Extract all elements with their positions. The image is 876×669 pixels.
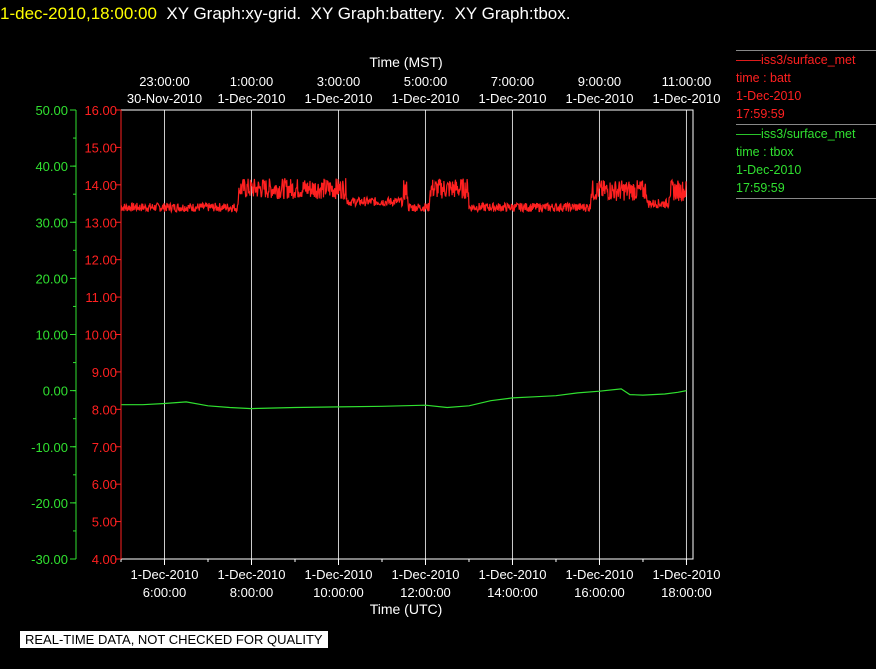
bottom-tick-date: 1-Dec-2010 [479,567,547,582]
bottom-tick-date: 1-Dec-2010 [392,567,460,582]
bottom-tick-time: 18:00:00 [661,585,712,600]
header-timestamp: 1-dec-2010,18:00:00 [0,4,157,23]
top-tick-date: 1-Dec-2010 [218,91,286,106]
series-line-tbox [121,388,687,410]
top-axis-label: Time (MST) [369,54,442,70]
legend: ——iss3/surface_met time : batt 1-Dec-201… [736,50,876,199]
right-axis-tick-label: 10.00 [84,328,117,343]
right-axis-tick-label: 8.00 [92,402,117,417]
legend-date: 1-Dec-2010 [736,163,802,177]
bottom-axis-label: Time (UTC) [370,601,443,617]
left-axis-tick-label: 40.00 [35,159,68,174]
left-axis-tick-label: 10.00 [35,328,68,343]
top-tick-time: 5:00:00 [404,74,447,89]
top-tick-time: 9:00:00 [578,74,621,89]
top-tick-date: 1-Dec-2010 [392,91,460,106]
header-title-battery: XY Graph:battery. [310,4,446,23]
top-tick-date: 1-Dec-2010 [305,91,373,106]
bottom-tick-time: 14:00:00 [487,585,538,600]
left-axis-tick-label: -20.00 [31,496,68,511]
bottom-tick-time: 8:00:00 [230,585,273,600]
bottom-tick-date: 1-Dec-2010 [218,567,286,582]
bottom-tick-time: 6:00:00 [143,585,186,600]
legend-time: 17:59:59 [736,107,785,121]
bottom-tick-date: 1-Dec-2010 [131,567,199,582]
legend-entry-batt: ——iss3/surface_met time : batt 1-Dec-201… [736,50,876,125]
quality-warning: REAL-TIME DATA, NOT CHECKED FOR QUALITY [20,631,328,648]
right-axis-tick-label: 11.00 [85,290,117,305]
top-tick-time: 23:00:00 [139,74,190,89]
legend-date: 1-Dec-2010 [736,89,802,103]
bottom-tick-date: 1-Dec-2010 [653,567,721,582]
left-axis-tick-label: 20.00 [35,271,68,286]
legend-variable: time : batt [736,71,791,85]
bottom-tick-time: 12:00:00 [400,585,451,600]
top-tick-date: 1-Dec-2010 [479,91,547,106]
left-axis-tick-label: -30.00 [31,552,68,567]
top-tick-time: 1:00:00 [230,74,273,89]
top-tick-time: 11:00:00 [662,74,712,89]
right-axis-tick-label: 4.00 [92,552,117,567]
right-axis-tick-label: 5.00 [92,515,117,530]
bottom-tick-time: 16:00:00 [574,585,625,600]
bottom-tick-date: 1-Dec-2010 [566,567,634,582]
bottom-tick-time: 10:00:00 [313,585,364,600]
right-axis-tick-label: 9.00 [92,365,117,380]
right-axis-tick-label: 15.00 [84,140,117,155]
series-layer [120,178,687,410]
plot-area-border [120,109,694,560]
series-line-batt [120,178,687,214]
top-tick-time: 7:00:00 [491,74,534,89]
right-axis-tick-label: 6.00 [92,477,117,492]
vertical-grid [163,110,687,559]
bottom-tick-date: 1-Dec-2010 [305,567,373,582]
header-title-xy-grid: XY Graph:xy-grid. [166,4,302,23]
right-axis-tick-label: 16.00 [84,103,117,118]
right-axis-tick-label: 12.00 [84,253,117,268]
legend-station: ——iss3/surface_met [736,127,856,141]
header-title-bar: 1-dec-2010,18:00:00 XY Graph:xy-grid. XY… [0,0,570,28]
left-axis-tick-label: 50.00 [35,103,68,118]
legend-time: 17:59:59 [736,181,785,195]
legend-variable: time : tbox [736,145,794,159]
right-axis-tick-label: 13.00 [84,215,117,230]
header-title-tbox: XY Graph:tbox. [454,4,571,23]
right-axis-tick-label: 14.00 [84,178,117,193]
top-tick-date: 30-Nov-2010 [127,91,202,106]
left-axis-tick-label: 0.00 [43,384,68,399]
top-tick-date: 1-Dec-2010 [653,91,721,106]
axes: 1-Dec-2010 6:00:00 1-Dec-2010 8:00:00 1-Dec-… [31,74,720,600]
legend-station: ——iss3/surface_met [736,53,856,67]
top-tick-time: 3:00:00 [317,74,360,89]
legend-entry-tbox: ——iss3/surface_met time : tbox 1-Dec-201… [736,125,876,199]
left-axis-tick-label: -10.00 [31,440,68,455]
left-axis-tick-label: 30.00 [35,215,68,230]
right-axis-tick-label: 7.00 [92,440,117,455]
top-tick-date: 1-Dec-2010 [566,91,634,106]
